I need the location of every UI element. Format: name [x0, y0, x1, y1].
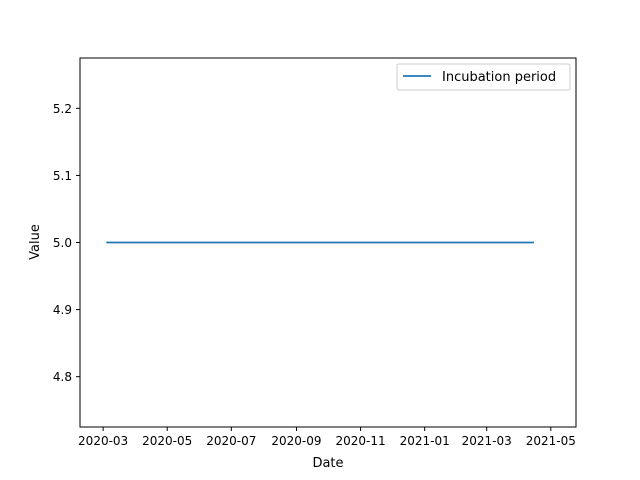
x-tick-label: 2020-07 [206, 434, 256, 448]
y-tick-label: 5.2 [53, 102, 72, 116]
y-tick-label: 4.9 [53, 303, 72, 317]
legend: Incubation period [396, 63, 571, 91]
y-axis-ticks: 4.8 4.9 5.0 5.1 5.2 [53, 102, 80, 384]
x-tick-label: 2020-05 [142, 434, 192, 448]
x-tick-label: 2020-03 [78, 434, 128, 448]
y-tick-label: 5.1 [53, 169, 72, 183]
x-tick-label: 2020-09 [271, 434, 321, 448]
y-tick-label: 4.8 [53, 370, 72, 384]
legend-label: Incubation period [442, 70, 556, 85]
x-tick-label: 2021-03 [462, 434, 512, 448]
x-axis-ticks: 2020-03 2020-05 2020-07 2020-09 2020-11 2021-… [78, 427, 576, 448]
y-axis-label: Value [28, 224, 43, 260]
legend-box [396, 63, 571, 91]
x-tick-label: 2020-11 [336, 434, 386, 448]
y-tick-label: 5.0 [53, 236, 72, 250]
x-tick-label: 2021-05 [526, 434, 576, 448]
x-axis-label: Date [312, 456, 343, 471]
x-tick-label: 2021-01 [400, 434, 450, 448]
